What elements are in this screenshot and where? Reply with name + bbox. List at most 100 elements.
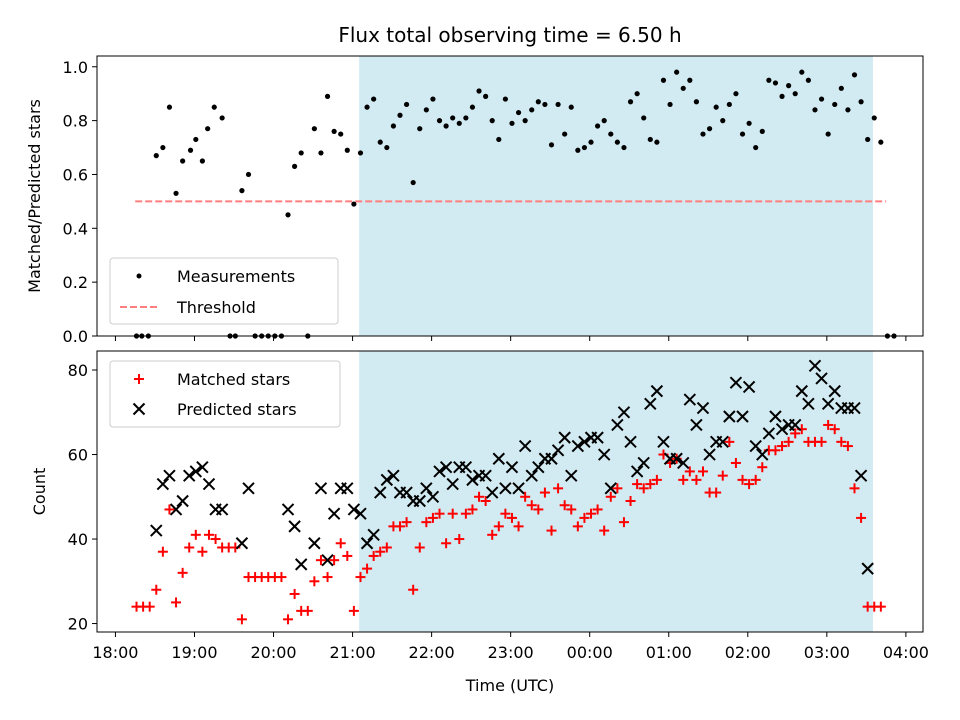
matched-star-point xyxy=(645,479,656,490)
measurement-point xyxy=(397,112,403,118)
matched-star-point xyxy=(348,605,359,616)
predicted-star-point xyxy=(545,452,558,465)
measurement-point xyxy=(575,147,581,153)
predicted-star-point xyxy=(380,473,394,487)
measurement-point xyxy=(456,120,462,126)
measurement-point xyxy=(759,128,765,134)
matched-star-point xyxy=(157,546,168,557)
matched-star-point xyxy=(203,529,214,540)
measurement-point xyxy=(502,96,508,102)
measurement-point xyxy=(733,91,739,97)
matched-star-point xyxy=(724,436,735,447)
matched-star-point xyxy=(375,546,386,557)
measurement-point xyxy=(779,93,785,99)
measurement-point xyxy=(371,96,377,102)
y-tick-label: 60 xyxy=(68,446,88,465)
matched-star-point xyxy=(533,504,544,515)
predicted-star-point xyxy=(492,452,506,465)
measurement-point xyxy=(469,104,476,110)
matched-star-point xyxy=(783,436,794,447)
predicted-star-point xyxy=(789,418,802,432)
measurement-point xyxy=(331,128,337,134)
matched-star-point xyxy=(236,614,247,625)
matched-star-point xyxy=(441,538,452,549)
legend-label-threshold: Threshold xyxy=(176,298,256,317)
predicted-star-point xyxy=(288,520,301,533)
predicted-star-point xyxy=(821,397,835,411)
count-panel: 20 40 60 80 18:00 19:00 20:00 21:00 22:00 23:00 0… xyxy=(30,350,929,695)
y-axis-label: Count xyxy=(30,468,49,516)
measurement-point xyxy=(384,144,390,151)
matched-star-point xyxy=(487,529,498,540)
measurement-point xyxy=(450,115,456,121)
measurement-point xyxy=(706,126,713,132)
measurement-point xyxy=(555,101,561,108)
predicted-star-point xyxy=(723,410,736,423)
matched-star-point xyxy=(856,512,867,523)
predicted-star-point xyxy=(617,406,631,419)
predicted-star-point xyxy=(347,503,361,516)
matched-star-point xyxy=(526,500,537,511)
matched-star-point xyxy=(744,479,755,490)
measurement-point xyxy=(357,150,364,156)
measurement-point xyxy=(680,85,686,91)
matched-star-point xyxy=(427,512,438,523)
legend-predicted-marker xyxy=(132,402,146,416)
predicted-star-point xyxy=(518,439,532,453)
measurement-point xyxy=(581,144,588,151)
measurement-point xyxy=(430,96,436,102)
predicted-star-point xyxy=(466,473,479,487)
measurement-point xyxy=(417,126,423,132)
predicted-star-point xyxy=(696,401,710,415)
predicted-star-point xyxy=(426,490,440,503)
measurement-point xyxy=(205,126,211,132)
predicted-star-point xyxy=(354,507,367,520)
y-tick-label: 0.4 xyxy=(63,219,88,238)
legend: Matched stars Predicted stars xyxy=(109,360,341,428)
measurement-point xyxy=(878,139,884,145)
measurement-point xyxy=(239,188,245,194)
matched-star-point xyxy=(546,525,557,536)
measurement-point xyxy=(647,136,653,143)
measurement-point xyxy=(588,139,594,145)
matched-star-point xyxy=(401,517,412,528)
predicted-star-point xyxy=(367,528,380,542)
predicted-star-point xyxy=(716,435,729,449)
x-tick-label: 19:00 xyxy=(171,643,217,662)
matched-star-point xyxy=(506,512,517,523)
predicted-star-point xyxy=(321,553,334,567)
measurement-point xyxy=(292,163,298,169)
predicted-star-point xyxy=(677,456,690,470)
measurement-point xyxy=(344,147,350,153)
measurement-point xyxy=(153,153,159,159)
matched-star-point xyxy=(144,601,155,612)
predicted-star-markers xyxy=(150,359,874,575)
measurement-point xyxy=(601,118,607,124)
measurement-point xyxy=(825,131,831,137)
predicted-star-point xyxy=(235,537,249,550)
x-axis-ticks: 18:00 19:00 20:00 21:00 22:00 23:00 00:00 01:00… xyxy=(92,632,929,662)
matched-star-point xyxy=(467,504,478,515)
matched-star-point xyxy=(315,555,326,566)
measurement-point xyxy=(700,131,706,137)
predicted-star-point xyxy=(657,435,670,449)
matched-star-point xyxy=(539,487,550,498)
measurement-point xyxy=(166,104,173,110)
chart-title: Flux total observing time = 6.50 h xyxy=(338,23,681,47)
predicted-star-point xyxy=(683,393,697,406)
predicted-star-point xyxy=(571,439,585,453)
matched-star-point xyxy=(368,550,379,561)
matched-star-point xyxy=(190,529,201,540)
measurement-point xyxy=(713,104,719,110)
matched-star-point xyxy=(678,474,689,485)
predicted-star-point xyxy=(308,537,321,550)
matched-star-point xyxy=(355,572,366,583)
measurement-point xyxy=(865,136,871,143)
matched-star-point xyxy=(750,474,761,485)
matched-star-point xyxy=(283,614,294,625)
measurement-point xyxy=(542,101,548,108)
matched-star-point xyxy=(329,555,340,566)
predicted-star-point xyxy=(446,477,459,491)
measurement-point xyxy=(786,83,792,89)
predicted-star-point xyxy=(630,465,644,478)
